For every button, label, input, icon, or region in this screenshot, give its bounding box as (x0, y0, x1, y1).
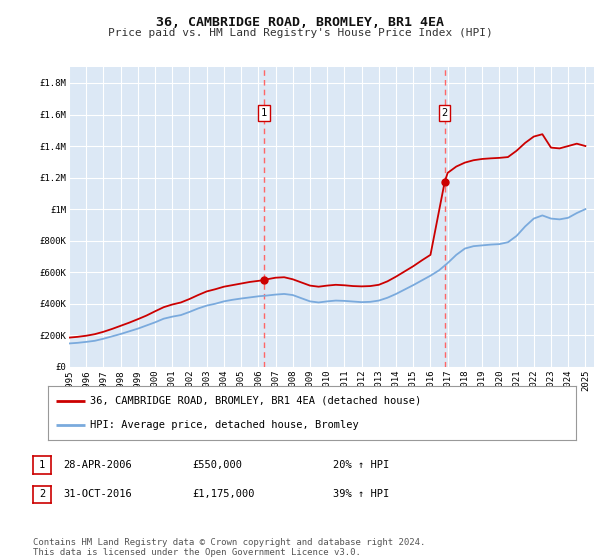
Text: 2: 2 (39, 489, 45, 500)
Text: 36, CAMBRIDGE ROAD, BROMLEY, BR1 4EA (detached house): 36, CAMBRIDGE ROAD, BROMLEY, BR1 4EA (de… (90, 396, 421, 406)
Text: HPI: Average price, detached house, Bromley: HPI: Average price, detached house, Brom… (90, 420, 359, 430)
Text: Price paid vs. HM Land Registry's House Price Index (HPI): Price paid vs. HM Land Registry's House … (107, 28, 493, 38)
Text: £550,000: £550,000 (192, 460, 242, 470)
Text: Contains HM Land Registry data © Crown copyright and database right 2024.
This d: Contains HM Land Registry data © Crown c… (33, 538, 425, 557)
Text: 31-OCT-2016: 31-OCT-2016 (63, 489, 132, 500)
Text: 39% ↑ HPI: 39% ↑ HPI (333, 489, 389, 500)
Text: 1: 1 (39, 460, 45, 470)
Text: 20% ↑ HPI: 20% ↑ HPI (333, 460, 389, 470)
Text: 2: 2 (442, 108, 448, 118)
Text: 28-APR-2006: 28-APR-2006 (63, 460, 132, 470)
Text: 1: 1 (261, 108, 267, 118)
Text: £1,175,000: £1,175,000 (192, 489, 254, 500)
Text: 36, CAMBRIDGE ROAD, BROMLEY, BR1 4EA: 36, CAMBRIDGE ROAD, BROMLEY, BR1 4EA (156, 16, 444, 29)
